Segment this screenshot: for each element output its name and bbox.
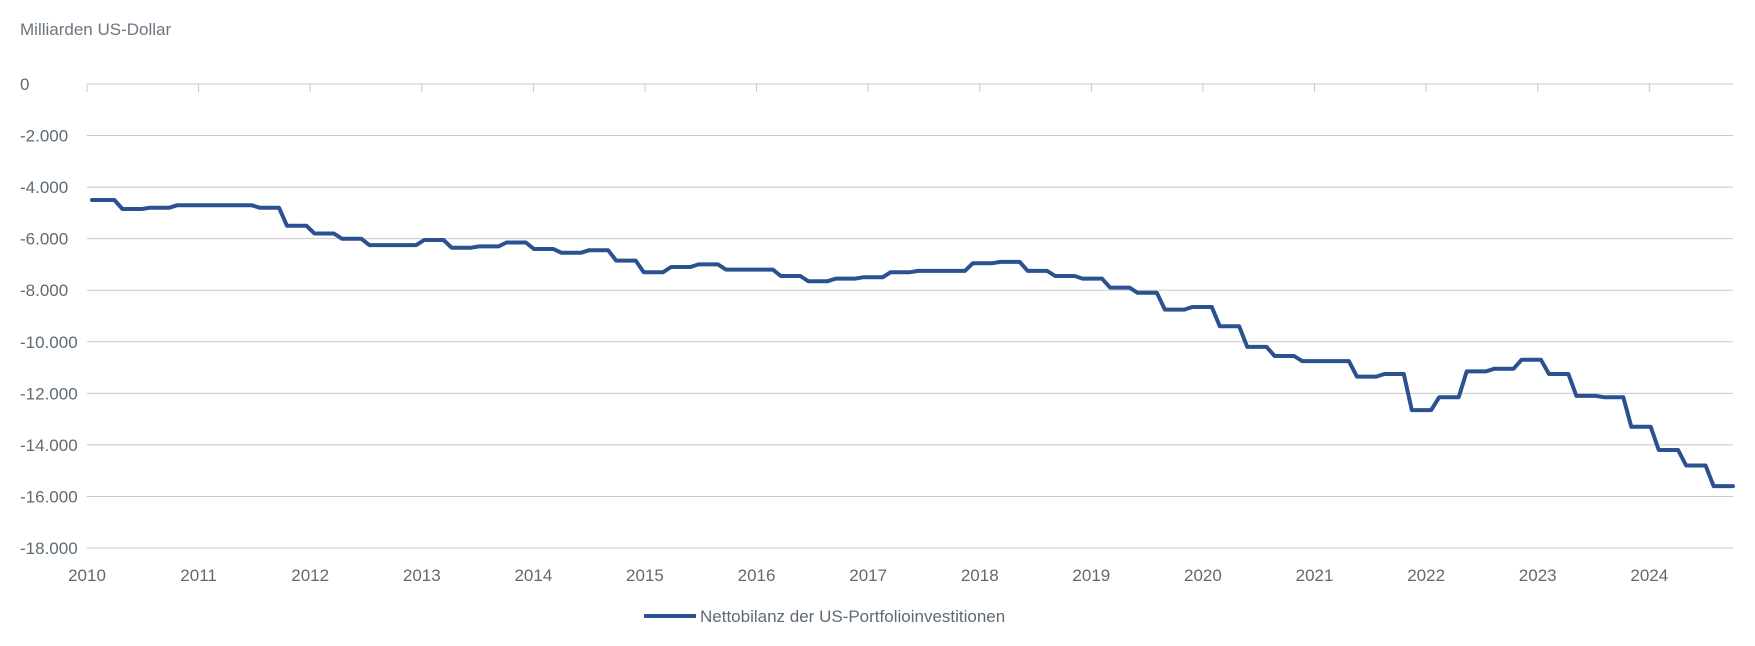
x-tick-label: 2010 [68, 566, 106, 585]
y-tick-label: -18.000 [20, 539, 78, 558]
x-tick-label: 2014 [514, 566, 552, 585]
series-line [90, 198, 1735, 489]
legend-label: Nettobilanz der US-Portfolioinvestitione… [700, 607, 1005, 626]
y-tick-label: -16.000 [20, 487, 78, 506]
y-tick-label: -14.000 [20, 436, 78, 455]
y-tick-label: -2.000 [20, 127, 68, 146]
y-axis-unit-label: Milliarden US-Dollar [20, 20, 171, 39]
y-tick-label: -4.000 [20, 178, 68, 197]
x-tick-label: 2016 [738, 566, 776, 585]
legend: Nettobilanz der US-Portfolioinvestitione… [644, 607, 1005, 626]
x-tick-label: 2011 [180, 566, 217, 585]
x-tick-label: 2024 [1630, 566, 1668, 585]
x-tick-label: 2017 [849, 566, 887, 585]
y-tick-label: -8.000 [20, 281, 68, 300]
y-axis-tick-labels: 0 -2.000 -4.000 -6.000 -8.000 -10.000 -12.000 -… [20, 75, 78, 558]
x-tick-label: 2023 [1519, 566, 1557, 585]
x-tick-label: 2013 [403, 566, 441, 585]
x-tick-label: 2021 [1296, 566, 1334, 585]
x-axis-tick-labels: 2010 2011 2012 2013 2014 2015 2016 2017 2018 2019… [68, 566, 1668, 585]
x-tick-label: 2015 [626, 566, 664, 585]
x-axis-ticks [86, 84, 1650, 92]
series-layer [90, 198, 1735, 489]
y-tick-label: -10.000 [20, 333, 78, 352]
x-tick-label: 2020 [1184, 566, 1222, 585]
x-tick-label: 2018 [961, 566, 999, 585]
x-tick-label: 2022 [1407, 566, 1445, 585]
x-tick-label: 2012 [291, 566, 329, 585]
y-tick-label: -12.000 [20, 384, 78, 403]
y-tick-label: 0 [20, 75, 29, 94]
x-tick-label: 2019 [1072, 566, 1110, 585]
gridlines [87, 83, 1733, 549]
y-tick-label: -6.000 [20, 230, 68, 249]
